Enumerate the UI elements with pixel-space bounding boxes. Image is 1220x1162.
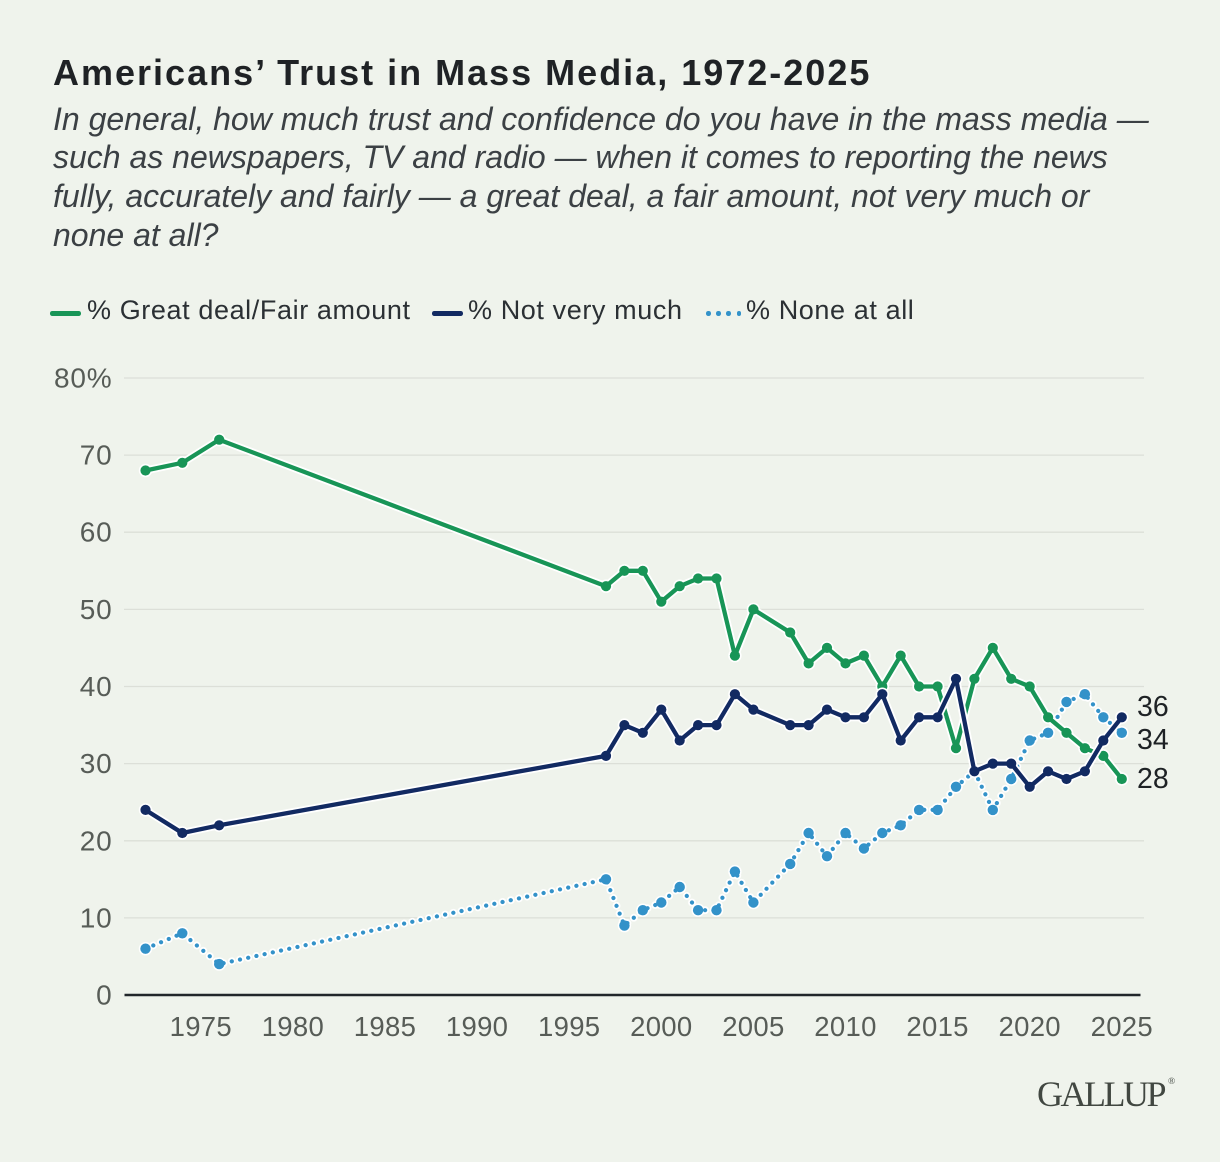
svg-text:36: 36: [1137, 691, 1169, 723]
svg-text:10: 10: [80, 902, 113, 933]
svg-text:2010: 2010: [814, 1011, 876, 1042]
svg-text:80%: 80%: [54, 363, 112, 394]
svg-text:1995: 1995: [538, 1011, 600, 1042]
svg-text:2025: 2025: [1091, 1011, 1153, 1042]
svg-text:1990: 1990: [446, 1011, 508, 1042]
svg-text:34: 34: [1137, 724, 1169, 756]
svg-text:40: 40: [80, 671, 113, 702]
svg-text:1985: 1985: [354, 1011, 416, 1042]
svg-text:2000: 2000: [630, 1011, 692, 1042]
svg-text:30: 30: [80, 748, 113, 779]
svg-text:20: 20: [80, 825, 113, 856]
svg-text:0: 0: [96, 980, 112, 1011]
svg-text:1975: 1975: [170, 1011, 232, 1042]
svg-text:28: 28: [1137, 763, 1169, 795]
svg-text:70: 70: [80, 440, 113, 471]
svg-text:50: 50: [80, 594, 113, 625]
svg-text:1980: 1980: [262, 1011, 324, 1042]
svg-text:2005: 2005: [722, 1011, 784, 1042]
svg-text:60: 60: [80, 517, 113, 548]
svg-text:2020: 2020: [999, 1011, 1061, 1042]
svg-text:2015: 2015: [906, 1011, 968, 1042]
